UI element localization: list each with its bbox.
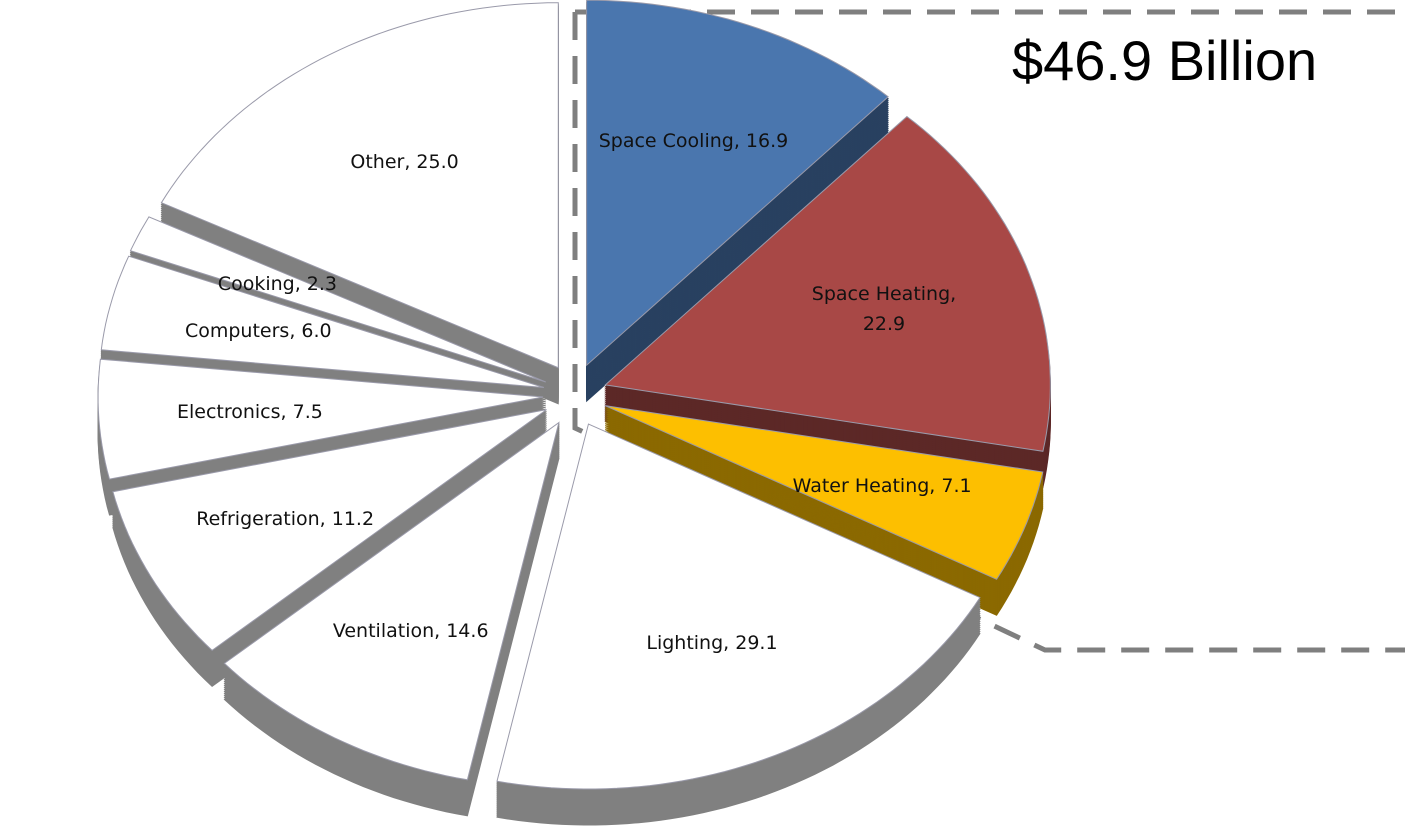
data-label: Water Heating, 7.1 [792,474,972,497]
data-label: Space Cooling, 16.9 [598,129,789,152]
slice [129,216,546,383]
slice [496,423,981,790]
annotation: $46.9 Billion [1012,29,1318,92]
slice [100,255,545,389]
slice [604,405,1044,580]
data-label: Lighting, 29.1 [646,631,778,654]
data-label: Computers, 6.0 [184,320,332,343]
data-label: Ventilation, 14.6 [332,619,489,642]
data-label: Electronics, 7.5 [176,400,323,423]
data-label: Refrigeration, 11.2 [196,508,375,531]
pie-tops [97,0,1051,790]
slice [160,2,559,369]
slice [604,115,1051,452]
data-label: Space Heating, 22.9 [811,282,957,335]
slice [223,421,560,781]
data-label: Cooking, 2.3 [217,273,337,296]
slice [97,358,544,480]
data-label: Other, 25.0 [350,151,459,174]
slice [586,0,889,367]
slice [112,409,547,652]
